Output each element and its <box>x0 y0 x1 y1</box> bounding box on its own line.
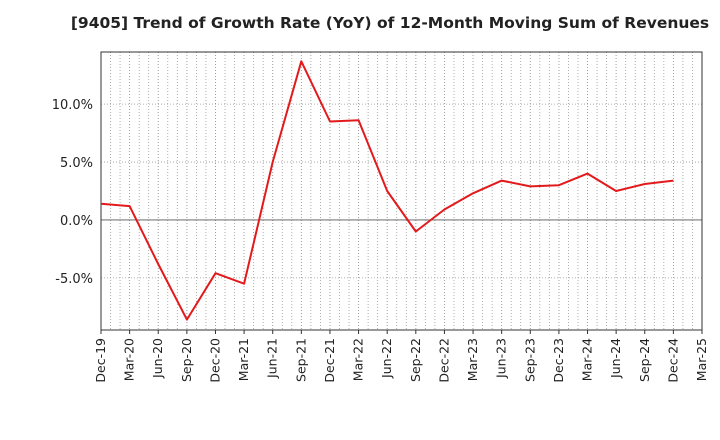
x-tick-label: Dec-21 <box>322 338 337 383</box>
y-tick-label: 10.0% <box>52 98 93 113</box>
x-tick-label: Jun-23 <box>494 338 509 379</box>
x-tick-label: Mar-24 <box>580 338 595 381</box>
x-tick-label: Jun-24 <box>608 338 623 379</box>
y-tick-label: 5.0% <box>60 156 93 171</box>
plot-area <box>101 52 702 330</box>
x-tick-label: Mar-22 <box>351 338 366 381</box>
x-tick-label: Dec-22 <box>436 338 451 383</box>
x-tick-label: Dec-19 <box>93 338 108 383</box>
x-tick-label: Sep-21 <box>293 338 308 382</box>
y-tick-label: 0.0% <box>60 214 93 229</box>
x-tick-label: Sep-20 <box>179 338 194 382</box>
x-tick-label: Dec-20 <box>207 338 222 383</box>
x-tick-label: Jun-21 <box>265 338 280 379</box>
x-tick-label: Sep-23 <box>522 338 537 382</box>
x-tick-label: Dec-23 <box>551 338 566 383</box>
y-tick-label: -5.0% <box>55 272 93 287</box>
x-tick-label: Sep-24 <box>637 338 652 382</box>
x-tick-label: Jun-20 <box>150 338 165 379</box>
x-tick-label: Dec-24 <box>665 338 680 383</box>
x-tick-label: Mar-21 <box>236 338 251 381</box>
chart-title: [9405] Trend of Growth Rate (YoY) of 12-… <box>70 14 710 32</box>
x-tick-label: Mar-20 <box>122 338 137 381</box>
x-tick-label: Jun-22 <box>379 338 394 379</box>
plot-frame <box>100 51 703 331</box>
x-tick-label: Mar-25 <box>694 338 709 381</box>
x-tick-label: Sep-22 <box>408 338 423 382</box>
x-tick-label: Mar-23 <box>465 338 480 381</box>
